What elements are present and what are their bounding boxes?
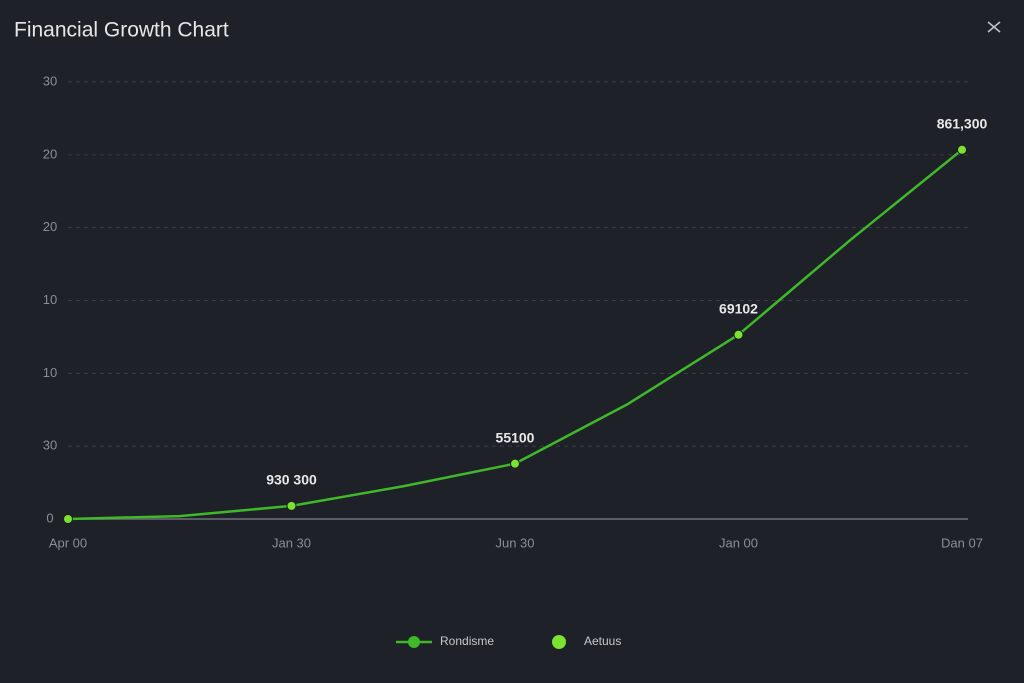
y-tick-label: 0 [46, 510, 53, 525]
data-label: 55100 [496, 429, 535, 445]
data-label: 861,300 [937, 115, 988, 131]
data-point [63, 514, 73, 524]
data-point [957, 144, 967, 155]
y-tick-label: 20 [43, 146, 57, 161]
data-point [733, 329, 744, 340]
y-tick-label: 10 [43, 292, 57, 307]
x-tick-label: Jan 30 [272, 535, 311, 550]
data-label: 930 300 [266, 472, 317, 488]
data-point [286, 500, 297, 511]
x-tick-label: Jun 30 [495, 535, 534, 550]
x-tick-label: Apr 00 [49, 535, 87, 550]
legend-marker [552, 635, 566, 649]
x-tick-label: Jan 00 [719, 535, 758, 550]
icon-stroke [987, 21, 1001, 33]
y-tick-label: 30 [43, 438, 57, 453]
x-tick-label: Dan 07 [941, 535, 983, 550]
legend-label: Aetuus [584, 634, 621, 648]
y-tick-label: 30 [43, 73, 57, 88]
legend-marker [408, 636, 420, 648]
options-icon[interactable] [987, 21, 1001, 33]
y-tick-label: 20 [43, 219, 57, 234]
data-point [510, 458, 520, 469]
legend-label: Rondisme [440, 634, 494, 648]
chart-title: Financial Growth Chart [14, 19, 229, 42]
y-tick-label: 10 [43, 365, 57, 380]
data-label: 69102 [719, 300, 758, 316]
